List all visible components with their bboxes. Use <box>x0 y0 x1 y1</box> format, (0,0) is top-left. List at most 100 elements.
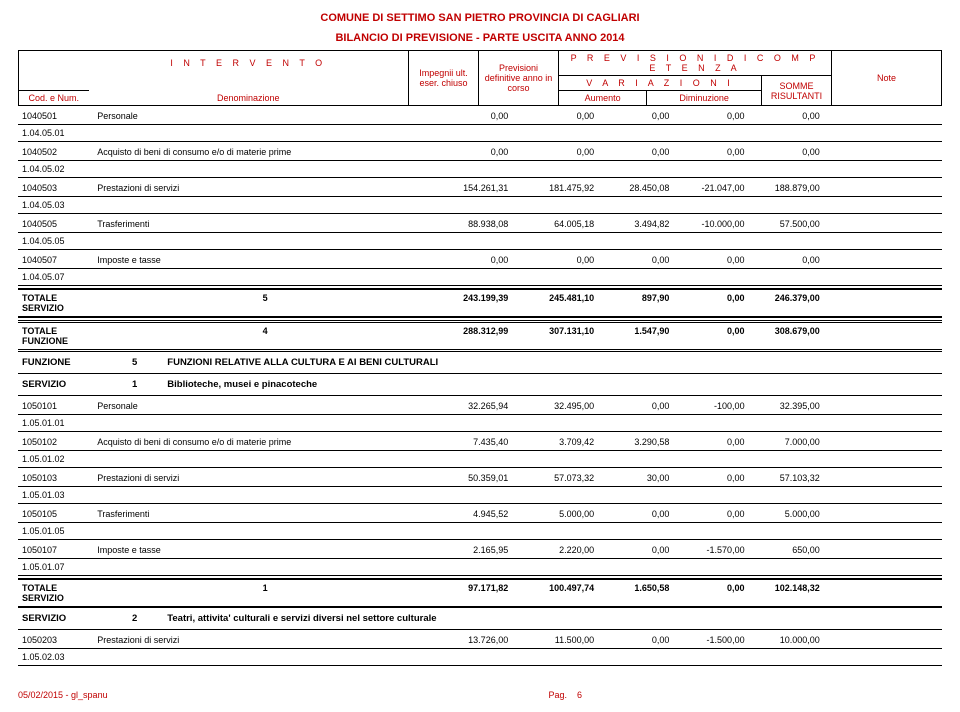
row-v4: 0,00 <box>749 144 824 161</box>
hdr-prevcomp: P R E V I S I O N I D I C O M P E T E N … <box>559 51 832 76</box>
row-v2: 0,00 <box>598 542 673 559</box>
hdr-somme: SOMME RISULTANTI <box>762 76 832 106</box>
row-v2: 30,00 <box>598 470 673 487</box>
tot-v4: 246.379,00 <box>749 289 824 317</box>
row-subcode: 1.04.05.01 <box>18 125 942 142</box>
tot-v2: 1.547,90 <box>598 322 673 351</box>
row-code: 1040502 <box>18 144 93 161</box>
hdr-aumento: Aumento <box>559 91 647 106</box>
tot-v3: 0,00 <box>673 579 748 607</box>
row-v4: 10.000,00 <box>749 632 824 649</box>
row-note <box>824 434 942 451</box>
row-subcode: 1.05.01.02 <box>18 451 942 468</box>
row-note <box>824 632 942 649</box>
row-v1: 2.220,00 <box>512 542 598 559</box>
row-note <box>824 470 942 487</box>
table-row: 1050107Imposte e tasse2.165,952.220,000,… <box>18 542 942 559</box>
row-code: 1040501 <box>18 108 93 125</box>
row-v3: 0,00 <box>673 108 748 125</box>
row-v3: 0,00 <box>673 434 748 451</box>
row-v2: 0,00 <box>598 632 673 649</box>
row-v4: 5.000,00 <box>749 506 824 523</box>
tot-v4: 308.679,00 <box>749 322 824 351</box>
tot-label: TOTALE FUNZIONE <box>18 322 93 351</box>
sec-label: SERVIZIO <box>22 613 102 624</box>
tot-label: TOTALE SERVIZIO <box>18 289 93 317</box>
row-v3: -1.500,00 <box>673 632 748 649</box>
tot-v1: 245.481,10 <box>512 289 598 317</box>
row-subcode: 1.05.01.05 <box>18 523 942 540</box>
row-subcode: 1.04.05.03 <box>18 197 942 214</box>
table-row: 1040501Personale0,000,000,000,000,00 <box>18 108 942 125</box>
row-v0: 7.435,40 <box>437 434 512 451</box>
doc-title-1: COMUNE DI SETTIMO SAN PIETRO PROVINCIA D… <box>18 12 942 24</box>
row-v1: 57.073,32 <box>512 470 598 487</box>
sec-num: 2 <box>105 613 165 624</box>
row-v2: 0,00 <box>598 398 673 415</box>
row-note <box>824 398 942 415</box>
row-note <box>824 144 942 161</box>
tot-num: 1 <box>93 579 437 607</box>
footer-pag: Pag. <box>548 690 567 700</box>
servizio-1-header: SERVIZIO 1 Biblioteche, musei e pinacote… <box>18 374 942 396</box>
row-v3: 0,00 <box>673 144 748 161</box>
row-v3: -100,00 <box>673 398 748 415</box>
tot-v0: 97.171,82 <box>437 579 512 607</box>
row-desc: Imposte e tasse <box>93 542 437 559</box>
hdr-note: Note <box>832 51 942 106</box>
hdr-diminuzione: Diminuzione <box>647 91 762 106</box>
row-code: 1050103 <box>18 470 93 487</box>
row-note <box>824 542 942 559</box>
table-row: 1040507Imposte e tasse0,000,000,000,000,… <box>18 252 942 269</box>
row-desc: Personale <box>93 108 437 125</box>
row-v1: 0,00 <box>512 144 598 161</box>
row-desc: Prestazioni di servizi <box>93 632 437 649</box>
row-v4: 57.500,00 <box>749 216 824 233</box>
sec-text: Teatri, attivita' culturali e servizi di… <box>167 613 436 624</box>
tot-label: TOTALE SERVIZIO <box>18 579 93 607</box>
table-row: 1050101Personale32.265,9432.495,000,00-1… <box>18 398 942 415</box>
table-row: 1040505Trasferimenti88.938,0864.005,183.… <box>18 216 942 233</box>
tot-v3: 0,00 <box>673 322 748 351</box>
row-subcode: 1.05.01.03 <box>18 487 942 504</box>
totale-funzione-4: TOTALE FUNZIONE 4 288.312,99 307.131,10 … <box>18 322 942 351</box>
row-code: 1040507 <box>18 252 93 269</box>
row-note <box>824 180 942 197</box>
row-desc: Personale <box>93 398 437 415</box>
tot-num: 5 <box>93 289 437 317</box>
row-v0: 4.945,52 <box>437 506 512 523</box>
row-v3: 0,00 <box>673 506 748 523</box>
row-v1: 32.495,00 <box>512 398 598 415</box>
row-subcode: 1.04.05.02 <box>18 161 942 178</box>
footer-num: 6 <box>577 690 582 700</box>
row-code: 1050102 <box>18 434 93 451</box>
row-note <box>824 108 942 125</box>
sec-num: 1 <box>105 379 165 390</box>
row-v4: 57.103,32 <box>749 470 824 487</box>
row-v1: 181.475,92 <box>512 180 598 197</box>
totale-servizio-5: TOTALE SERVIZIO 5 243.199,39 245.481,10 … <box>18 289 942 317</box>
row-desc: Prestazioni di servizi <box>93 470 437 487</box>
row-v2: 3.494,82 <box>598 216 673 233</box>
funzione-5-header: FUNZIONE 5 FUNZIONI RELATIVE ALLA CULTUR… <box>18 352 942 374</box>
sec-num: 5 <box>105 357 165 368</box>
row-note <box>824 252 942 269</box>
row-code: 1050105 <box>18 506 93 523</box>
row-v4: 188.879,00 <box>749 180 824 197</box>
row-code: 1050203 <box>18 632 93 649</box>
table-row: 1040503Prestazioni di servizi154.261,311… <box>18 180 942 197</box>
row-v0: 2.165,95 <box>437 542 512 559</box>
row-desc: Prestazioni di servizi <box>93 180 437 197</box>
table-row: 1040502Acquisto di beni di consumo e/o d… <box>18 144 942 161</box>
row-v0: 32.265,94 <box>437 398 512 415</box>
row-v4: 650,00 <box>749 542 824 559</box>
row-v1: 0,00 <box>512 108 598 125</box>
hdr-cod: Cod. e Num. <box>19 91 89 106</box>
row-v1: 3.709,42 <box>512 434 598 451</box>
tot-v3: 0,00 <box>673 289 748 317</box>
tot-v2: 897,90 <box>598 289 673 317</box>
row-v3: 0,00 <box>673 470 748 487</box>
hdr-denom: Denominazione <box>89 91 409 106</box>
table-row: 1050203Prestazioni di servizi13.726,0011… <box>18 632 942 649</box>
row-v0: 0,00 <box>437 108 512 125</box>
